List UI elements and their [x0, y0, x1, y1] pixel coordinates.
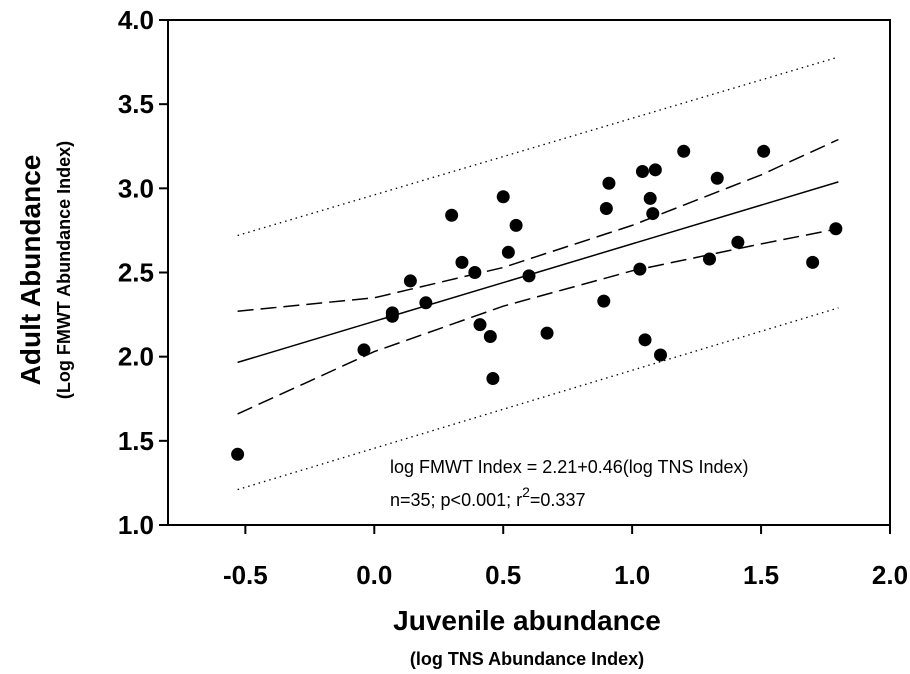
data-point [486, 372, 500, 386]
data-point [731, 235, 745, 249]
y-axis-subtitle: (Log FMWT Abundance Index) [54, 141, 74, 399]
data-point [757, 144, 771, 158]
data-point [654, 348, 668, 362]
data-point [599, 202, 613, 216]
x-axis-subtitle: (log TNS Abundance Index) [410, 649, 644, 669]
prediction-band-lower [237, 307, 839, 491]
data-point [638, 333, 652, 347]
y-tick-label: 4.0 [118, 5, 154, 35]
data-point [473, 318, 487, 332]
stats-suffix: =0.337 [530, 490, 586, 510]
equation-annotation: log FMWT Index = 2.21+0.46(log TNS Index… [390, 457, 749, 477]
y-tick-label: 1.5 [118, 426, 154, 456]
data-point [597, 294, 611, 308]
y-axis-title: Adult Abundance [15, 155, 46, 386]
data-point [357, 343, 371, 357]
y-tick-label: 3.0 [118, 173, 154, 203]
x-tick-label: -0.5 [223, 560, 268, 590]
data-point [403, 274, 417, 288]
y-tick-label: 3.5 [118, 89, 154, 119]
y-axis-title-group: Adult Abundance (Log FMWT Abundance Inde… [15, 141, 74, 399]
data-point [635, 165, 649, 178]
data-point [602, 176, 616, 190]
data-point [231, 447, 245, 461]
y-tick-label: 1.0 [118, 510, 154, 540]
data-point [468, 266, 482, 279]
data-point [501, 245, 515, 259]
y-tick-label: 2.5 [118, 258, 154, 288]
data-point [445, 208, 459, 222]
confidence-band-lower [237, 227, 839, 415]
data-point [455, 255, 469, 269]
y-tick-label: 2.0 [118, 342, 154, 372]
data-point [540, 326, 554, 340]
data-point [703, 252, 716, 266]
data-point [633, 262, 647, 276]
confidence-band-upper [237, 138, 839, 312]
data-point [496, 190, 510, 204]
data-point [483, 329, 497, 343]
x-tick-label: 1.5 [743, 560, 779, 590]
x-tick-label: 1.0 [614, 560, 650, 590]
regression-line [237, 181, 839, 364]
x-tick-label: 2.0 [872, 560, 908, 590]
data-point [677, 144, 691, 158]
data-point [829, 222, 843, 236]
data-point [648, 163, 662, 177]
axis-ticks: -0.5 0.0 0.5 1.0 1.5 2.0 1.0 1.5 2.0 2.5 3.0 3.5 4.0 [118, 5, 908, 590]
data-point [419, 296, 433, 310]
x-axis-title: Juvenile abundance [393, 605, 661, 636]
data-point [522, 269, 536, 283]
data-point [509, 218, 523, 232]
x-tick-label: 0.0 [356, 560, 392, 590]
data-point [806, 255, 820, 269]
data-point [710, 171, 724, 185]
stats-prefix: n=35; p<0.001; r [390, 490, 522, 510]
stats-annotation: n=35; p<0.001; r2=0.337 [390, 484, 585, 510]
plot-content [231, 56, 843, 491]
data-point [643, 191, 657, 205]
x-tick-label: 0.5 [485, 560, 521, 590]
data-point [646, 207, 660, 221]
stats-superscript: 2 [522, 484, 530, 500]
data-point [385, 309, 399, 323]
